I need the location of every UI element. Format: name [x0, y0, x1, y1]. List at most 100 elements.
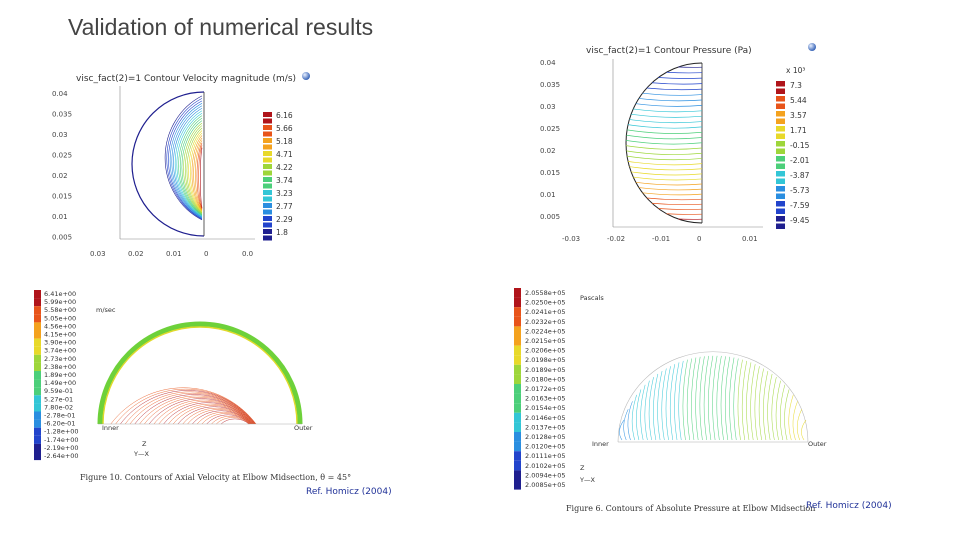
tr-contour-line: [635, 181, 703, 186]
br-legend-label: 2.0558e+05: [525, 289, 565, 297]
bl-contour-line: [163, 402, 253, 425]
tl-legend-label: 4.71: [276, 150, 293, 159]
tr-x-tick: -0.01: [652, 235, 670, 243]
tl-y-tick: 0.03: [52, 131, 68, 139]
bl-contour-line: [120, 390, 256, 425]
br-legend-swatch: [514, 297, 521, 308]
tl-legend-label: 2.29: [276, 215, 293, 224]
br-pressure-contours: [617, 351, 809, 443]
tr-legend-swatch: [776, 126, 785, 132]
br-contour-line: [674, 362, 680, 441]
tr-contour-line: [633, 108, 703, 113]
bl-legend-label: 1.49e+00: [44, 379, 76, 387]
tr-contour-line: [638, 187, 703, 191]
br-legend-label: 2.0241e+05: [525, 308, 565, 316]
bl-legend-label: 6.41e+00: [44, 290, 76, 298]
tl-legend-swatch: [263, 151, 272, 156]
tr-legend-label: -7.59: [790, 201, 810, 210]
tl-legend-swatch: [263, 216, 272, 221]
tr-legend-swatch: [776, 156, 785, 162]
br-legend-label: 2.0128e+05: [525, 433, 565, 441]
tr-y-tick: 0.025: [540, 125, 560, 133]
tl-legend-label: 1.8: [276, 228, 288, 237]
bl-boundary-inner: [102, 326, 298, 425]
br-inner-label: Inner: [592, 440, 609, 448]
bl-legend-label: 3.74e+00: [44, 347, 76, 355]
br-legend-label: 2.0146e+05: [525, 414, 565, 422]
tr-legend-label: -9.45: [790, 216, 810, 225]
tl-x-tick: 0.01: [166, 250, 182, 258]
tl-contour-plot: 0.04 0.035 0.03 0.025 0.02 0.015 0.01 0.005 0.0…: [52, 86, 293, 258]
tl-y-tick: 0.02: [52, 172, 68, 180]
tr-contour-line: [646, 197, 703, 201]
tr-legend-swatch: [776, 193, 785, 199]
tl-legend-swatch: [263, 203, 272, 208]
bl-legend-swatch: [34, 314, 41, 323]
tl-legend-swatch: [263, 112, 272, 117]
bl-axial-velocity-contours: [97, 321, 303, 425]
tl-legend-swatch: [263, 118, 272, 124]
bl-boundary-layer: [97, 321, 303, 425]
tr-contour-line: [626, 150, 703, 155]
tr-contour-line: [627, 124, 703, 129]
tl-legend-swatch: [263, 144, 272, 150]
br-contour-line: [733, 358, 739, 441]
bl-legend-swatch: [34, 346, 41, 355]
br-legend-swatch: [514, 345, 521, 356]
bl-axis-z: Z: [142, 440, 147, 448]
tl-legend-swatch: [263, 235, 272, 241]
bl-contour-line: [168, 403, 253, 425]
tl-contour-line: [196, 142, 203, 210]
tr-contour-line: [631, 113, 703, 118]
br-contour-line: [695, 356, 701, 441]
br-legend-swatch: [514, 412, 521, 423]
tr-contour-line: [635, 103, 703, 107]
bl-legend-swatch: [34, 371, 41, 380]
tl-contour-line: [200, 147, 203, 209]
br-contour-line: [699, 356, 705, 441]
tl-legend-swatch: [263, 125, 272, 130]
br-figure-caption: Figure 6. Contours of Absolute Pressure …: [566, 504, 816, 513]
br-legend-label: 2.0154e+05: [525, 404, 565, 412]
tr-contour-line: [651, 82, 703, 85]
br-legend-swatch: [514, 422, 521, 432]
tr-legend-swatch: [776, 208, 785, 214]
br-contour-line: [796, 409, 803, 441]
tl-legend-label: 6.16: [276, 111, 293, 120]
bl-legend-label: -1.74e+00: [44, 436, 79, 444]
tl-contour-line: [181, 120, 203, 215]
bl-legend-swatch: [34, 338, 41, 347]
tr-legend-swatch: [776, 216, 785, 222]
br-contour-line: [780, 384, 786, 441]
br-legend-swatch: [514, 364, 521, 375]
tl-x-tick: 0.0: [242, 250, 253, 258]
tl-legend-swatch: [263, 222, 272, 228]
br-legend-label: 2.0094e+05: [525, 471, 565, 479]
tr-legend-label: 5.44: [790, 96, 807, 105]
tl-legend-swatch: [263, 164, 272, 169]
tr-legend-label: -2.01: [790, 156, 810, 165]
tr-contour-line: [646, 87, 703, 91]
br-legend-swatch: [514, 403, 521, 413]
tr-contour-line: [642, 92, 703, 96]
tl-contour-line: [183, 122, 203, 214]
br-contour-line: [784, 389, 790, 441]
bl-legend-label: 1.89e+00: [44, 371, 76, 379]
tl-boundary: [131, 91, 205, 237]
tl-legend-label: 3.23: [276, 189, 293, 198]
tl-contour-line: [198, 145, 203, 209]
bl-legend-label: 4.56e+00: [44, 322, 76, 330]
tr-legend-swatch: [776, 118, 785, 124]
slide-title: Validation of numerical results: [68, 14, 374, 40]
tl-window-icon[interactable]: [302, 72, 310, 80]
br-legend-swatch: [514, 355, 521, 365]
bl-inner-label: Inner: [102, 424, 119, 432]
tr-window-icon[interactable]: [808, 43, 816, 51]
bl-contour-plot: 6.41e+005.99e+005.58e+005.05e+004.56e+00…: [34, 290, 313, 461]
br-contour-line: [712, 355, 718, 441]
br-contour-line: [703, 355, 709, 441]
tr-legend-label: 7.3: [790, 81, 802, 90]
tr-contour-line: [626, 155, 703, 161]
bl-legend-swatch: [34, 411, 41, 420]
br-legend-label: 2.0180e+05: [525, 375, 565, 383]
